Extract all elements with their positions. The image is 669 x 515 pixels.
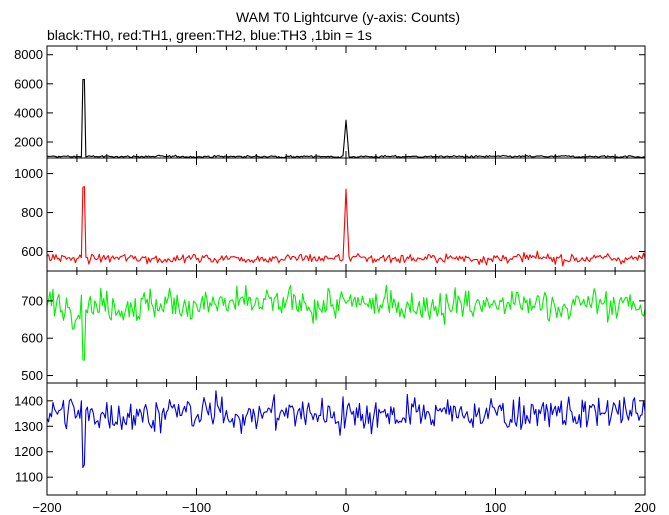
y-tick-label: 1300 bbox=[14, 419, 43, 434]
y-tick-label: 1100 bbox=[15, 470, 43, 485]
y-tick-label: 600 bbox=[21, 244, 43, 259]
panel-th0: 2000 4000 6000 8000 bbox=[14, 45, 646, 159]
chart-title: WAM T0 Lightcurve (y-axis: Counts) bbox=[236, 9, 460, 25]
series-line-th3 bbox=[46, 390, 646, 468]
y-tick-label: 700 bbox=[21, 293, 43, 308]
x-tick-label: 200 bbox=[634, 500, 656, 515]
y-tick-label: 2000 bbox=[14, 135, 43, 150]
x-tick-label: 0 bbox=[342, 500, 349, 515]
panel-frame bbox=[46, 45, 646, 159]
y-tick-label: 1400 bbox=[14, 393, 43, 408]
x-axis: −200 −100 0 100 200 bbox=[32, 500, 656, 515]
panel-th1: 600 800 1000 bbox=[14, 157, 646, 272]
x-tick-label: 100 bbox=[485, 500, 507, 515]
chart-subtitle: black:TH0, red:TH1, green:TH2, blue:TH3 … bbox=[47, 27, 372, 43]
y-tick-label: 500 bbox=[21, 368, 43, 383]
y-tick-label: 6000 bbox=[14, 76, 43, 91]
y-tick-label: 800 bbox=[21, 205, 43, 220]
x-tick-label: −100 bbox=[182, 500, 211, 515]
series-line-th0 bbox=[46, 78, 646, 159]
panel-th3: 1100 1200 1300 1400 bbox=[14, 382, 646, 496]
y-tick-label: 4000 bbox=[14, 105, 43, 120]
y-tick-label: 1000 bbox=[14, 166, 43, 181]
series-line-th2 bbox=[46, 284, 646, 361]
x-tick-label: −200 bbox=[32, 500, 61, 515]
series-line-th1 bbox=[46, 186, 646, 267]
panel-frame bbox=[46, 270, 646, 384]
panels-group: 2000400060008000600800100050060070011001… bbox=[14, 45, 646, 496]
y-tick-label: 600 bbox=[21, 331, 43, 346]
y-tick-label: 8000 bbox=[14, 47, 43, 62]
panel-frame bbox=[46, 382, 646, 496]
y-tick-label: 1200 bbox=[14, 444, 43, 459]
panel-th2: 500 600 700 bbox=[21, 270, 646, 384]
panel-frame bbox=[46, 157, 646, 272]
